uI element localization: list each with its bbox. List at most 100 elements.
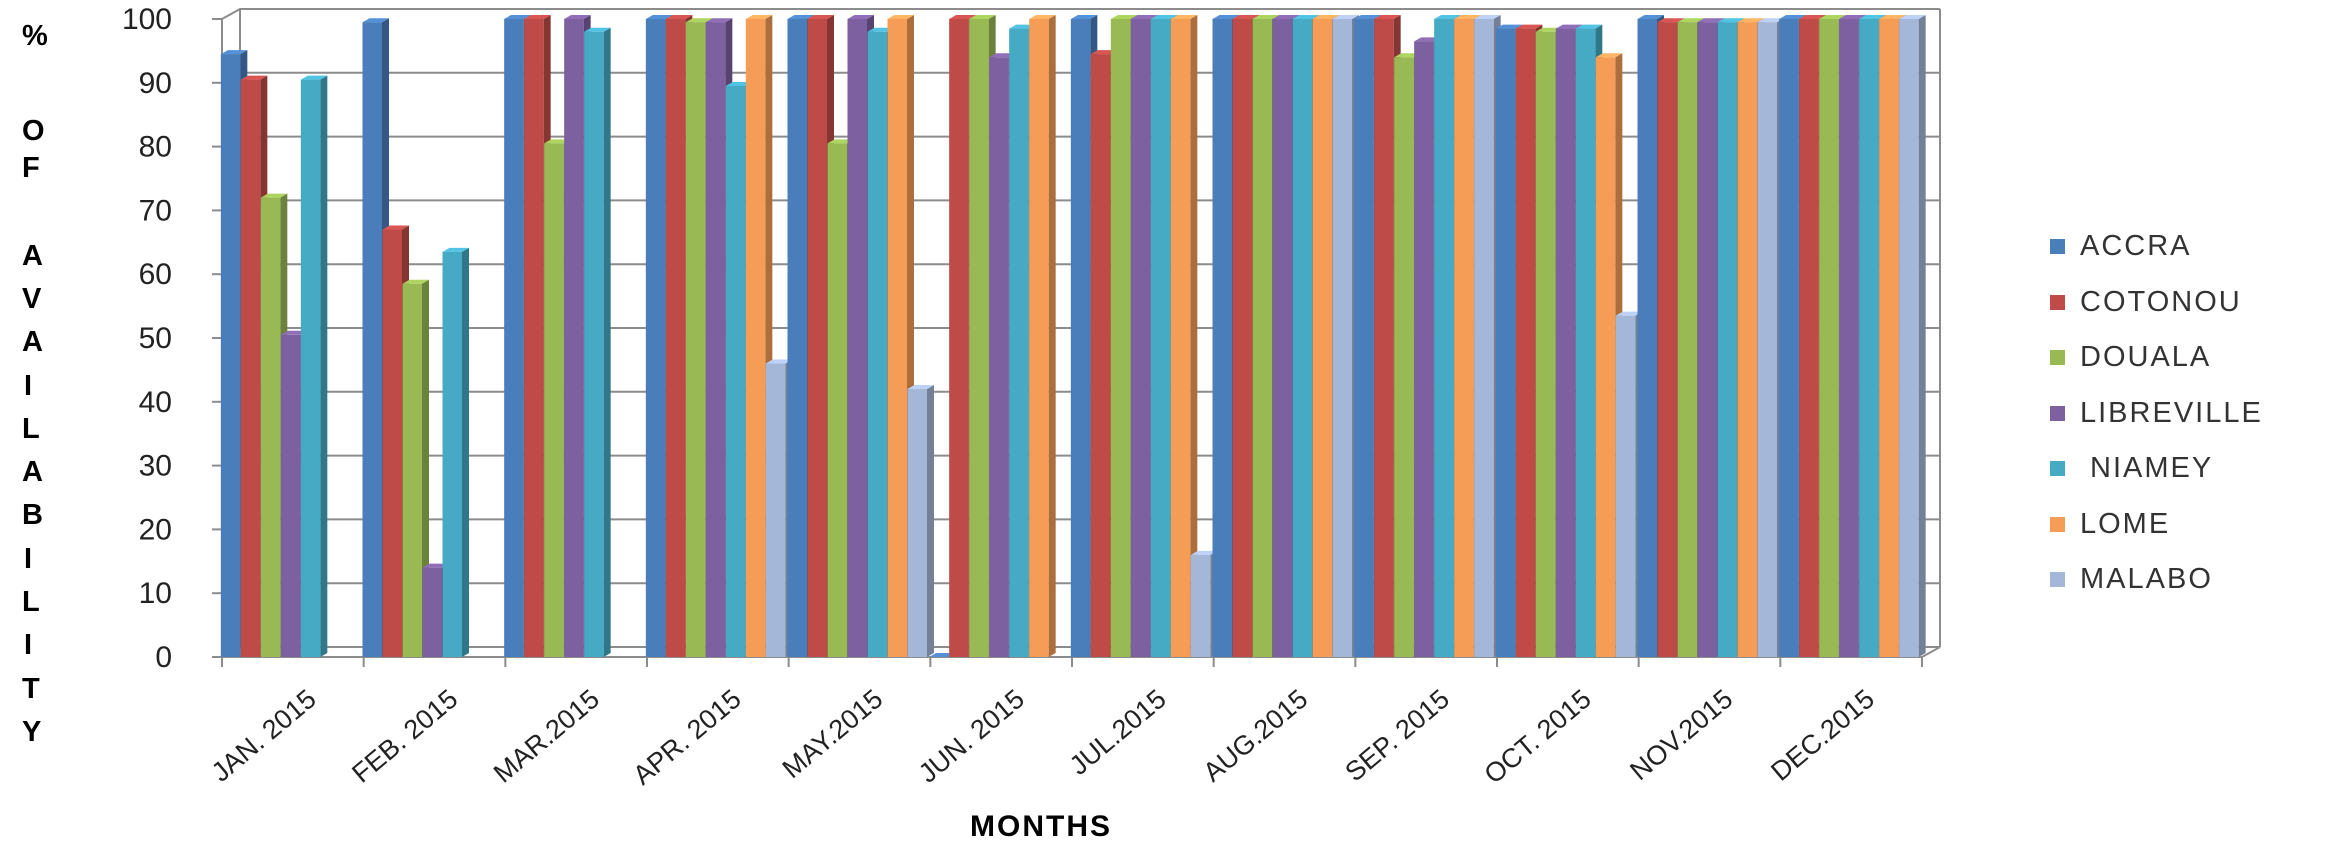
bar-front — [1454, 19, 1474, 657]
y-axis-label-letter: I — [24, 370, 35, 402]
x-tick-label: MAR.2015 — [488, 684, 605, 789]
bar-top — [1312, 15, 1339, 19]
bar-top — [1170, 15, 1198, 19]
bar — [1899, 15, 1926, 657]
bar-top — [1009, 24, 1036, 29]
bar-top — [1757, 18, 1784, 23]
bar — [1170, 15, 1198, 657]
bar-top — [584, 27, 611, 32]
bar-front — [1212, 19, 1232, 657]
bar-top — [1737, 18, 1764, 23]
bar-front — [1657, 22, 1677, 657]
bar-front — [1110, 19, 1131, 657]
bar-front — [1677, 22, 1697, 657]
bar — [1029, 15, 1056, 657]
y-axis-label-letter: Y — [22, 716, 44, 748]
y-axis-label-letter: F — [22, 152, 42, 184]
bar-front — [1474, 19, 1494, 657]
bar — [442, 247, 469, 657]
bar-side — [1190, 15, 1198, 657]
y-axis-label-letter: L — [22, 586, 42, 618]
bar-top — [949, 15, 976, 19]
bar-front — [1292, 19, 1312, 657]
bar-top — [1090, 50, 1118, 55]
bar-front — [260, 197, 281, 657]
y-tick-label: 30 — [139, 450, 172, 483]
y-tick-label: 100 — [122, 3, 172, 36]
legend-label: LIBREVILLE — [2080, 396, 2263, 429]
bar-front — [1232, 19, 1252, 657]
y-axis-label-letter: O — [22, 115, 47, 147]
floor-edge — [1921, 646, 1941, 658]
bar-front — [1394, 57, 1414, 657]
bar-front — [1070, 19, 1091, 657]
bar-top — [220, 50, 248, 55]
bar-front — [765, 363, 786, 657]
bar-top — [867, 27, 894, 32]
x-tick-label: SEP. 2015 — [1340, 684, 1456, 788]
bar-top — [807, 15, 834, 19]
legend-label: DOUALA — [2080, 341, 2212, 373]
bar-top — [969, 15, 996, 19]
bar-front — [847, 19, 867, 657]
bar-front — [1495, 28, 1516, 657]
bar-front — [524, 19, 544, 657]
bar-front — [1029, 19, 1049, 657]
bar-top — [362, 18, 389, 23]
bar-front — [1757, 22, 1777, 657]
bar-side — [927, 385, 934, 657]
y-tick-label: 0 — [155, 641, 172, 674]
bar-front — [1717, 22, 1737, 657]
bar-front — [685, 22, 706, 657]
bar-top — [1232, 15, 1259, 19]
bar-top — [382, 225, 409, 230]
bar-top — [745, 15, 773, 19]
bar-top — [1454, 15, 1481, 19]
y-axis-label-letter: L — [22, 413, 42, 445]
bar-top — [1474, 15, 1501, 19]
bar-top — [765, 359, 793, 364]
bar-front — [1859, 19, 1879, 657]
x-tick-label: JUN. 2015 — [913, 684, 1030, 789]
bar-top — [1434, 15, 1461, 19]
bar-top — [1394, 53, 1421, 58]
y-tick-label: 60 — [139, 258, 172, 291]
bar-top — [1799, 15, 1826, 19]
y-tick-label: 20 — [139, 513, 172, 546]
bar-front — [969, 19, 989, 657]
bar-top — [1677, 18, 1704, 23]
bar-top — [1535, 27, 1563, 32]
x-axis-label: MONTHS — [970, 810, 1112, 843]
bar-front — [949, 19, 969, 657]
bar-front — [504, 19, 524, 657]
y-axis-label-letter: B — [22, 499, 45, 531]
y-tick-label: 10 — [139, 577, 172, 610]
bar-top — [1190, 550, 1218, 555]
bar-front — [1374, 19, 1394, 657]
bar-top — [847, 15, 874, 19]
x-tick-label: JUL.2015 — [1064, 684, 1172, 781]
bar-top — [1212, 15, 1239, 19]
bar-front — [1697, 22, 1717, 657]
bar-front — [1899, 19, 1919, 657]
bar-top — [1332, 15, 1359, 19]
bar-top — [422, 563, 449, 568]
legend-swatch — [2050, 572, 2065, 587]
bar-front — [907, 389, 927, 657]
bar — [929, 653, 956, 657]
y-axis-label-letter: I — [24, 629, 35, 661]
bar-top — [280, 330, 308, 335]
bar-front — [1575, 28, 1596, 657]
bar-top — [1637, 15, 1664, 19]
bar-front — [1354, 19, 1374, 657]
legend-swatch — [2050, 239, 2065, 254]
legend-label: ACCRA — [2080, 230, 2192, 262]
bar-front — [1555, 28, 1576, 657]
bar-front — [705, 22, 726, 657]
legend-label: COTONOU — [2080, 285, 2242, 318]
y-tick-label: 70 — [139, 194, 172, 227]
bar-front — [1170, 19, 1191, 657]
bar-top — [1130, 15, 1158, 19]
bar-front — [1637, 19, 1657, 657]
